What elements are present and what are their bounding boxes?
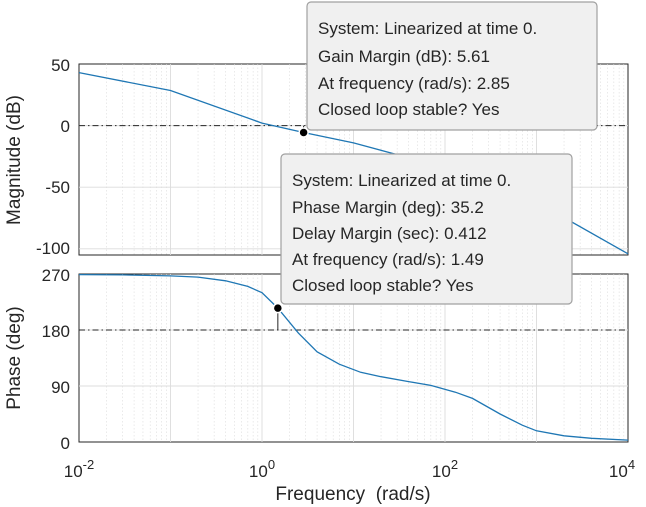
- x-axis-label: Frequency (rad/s): [275, 484, 430, 505]
- datatip-line: System: Linearized at time 0.: [318, 19, 537, 38]
- xtick-label: 102: [432, 457, 458, 481]
- xtick-label: 10-2: [64, 457, 94, 481]
- phase-ytick-label: 270: [42, 266, 70, 285]
- phase-ytick-label: 90: [51, 378, 70, 397]
- x-ticks: 10-2 100 102 104: [64, 457, 635, 481]
- phase-ytick-label: 180: [42, 322, 70, 341]
- datatip-line: Gain Margin (dB): 5.61: [318, 47, 490, 66]
- mag-ytick-label: 0: [61, 117, 70, 136]
- datatip-line: Delay Margin (sec): 0.412: [292, 224, 487, 243]
- phase-margin-datatip[interactable]: System: Linearized at time 0. Phase Marg…: [280, 153, 573, 305]
- datatip-line: At frequency (rad/s): 2.85: [318, 74, 510, 93]
- datatip-line: Closed loop stable? Yes: [318, 100, 499, 119]
- phase-y-axis-label: Phase (deg): [4, 306, 25, 410]
- datatip-line: System: Linearized at time 0.: [292, 171, 511, 190]
- xtick-label: 100: [249, 457, 275, 481]
- phase-ytick-label: 0: [61, 434, 70, 453]
- phase-margin-marker[interactable]: [272, 302, 284, 314]
- magnitude-y-ticks: 50 0 -50 -100: [36, 56, 70, 258]
- datatip-box: [280, 153, 573, 305]
- datatip-line: Closed loop stable? Yes: [292, 276, 473, 295]
- datatip-box: [306, 1, 598, 131]
- phase-series-line: [78, 273, 629, 441]
- mag-ytick-label: -100: [36, 239, 70, 258]
- datatip-line: At frequency (rad/s): 1.49: [292, 250, 484, 269]
- mag-ytick-label: 50: [51, 56, 70, 75]
- mag-ytick-label: -50: [45, 178, 70, 197]
- magnitude-y-axis-label: Magnitude (dB): [4, 95, 25, 225]
- datatip-line: Phase Margin (deg): 35.2: [292, 198, 484, 217]
- phase-y-ticks: 270 180 90 0: [42, 266, 70, 453]
- xtick-label: 104: [609, 457, 635, 481]
- gain-margin-datatip[interactable]: System: Linearized at time 0. Gain Margi…: [306, 1, 598, 131]
- gain-margin-marker[interactable]: [298, 127, 309, 138]
